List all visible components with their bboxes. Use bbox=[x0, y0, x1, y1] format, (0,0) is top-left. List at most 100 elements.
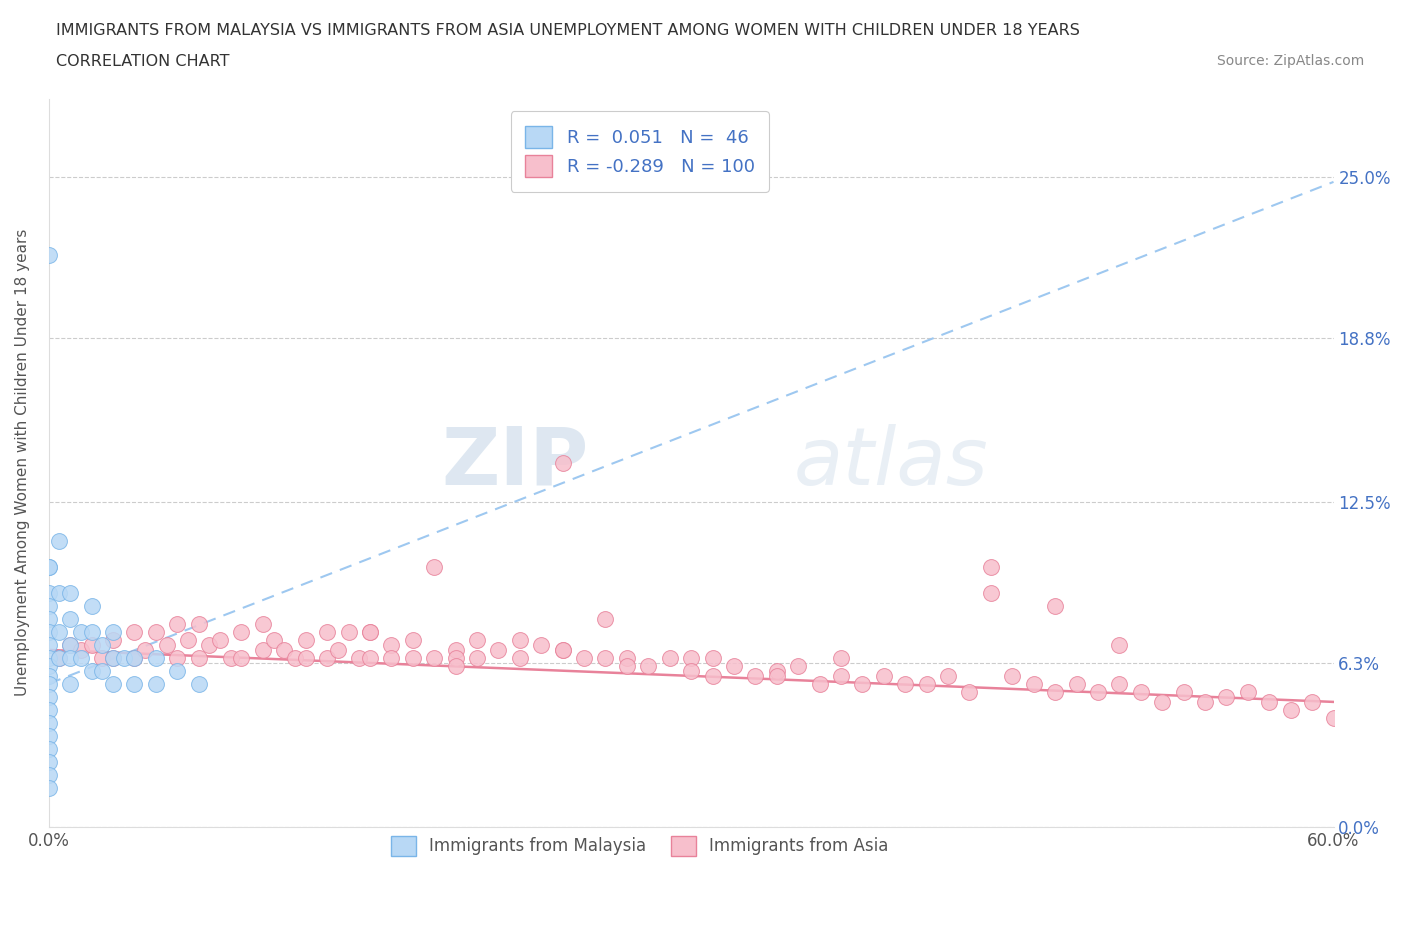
Point bbox=[80, 663, 103, 678]
Point bbox=[444, 658, 467, 673]
Point bbox=[70, 643, 93, 658]
Point bbox=[402, 650, 425, 665]
Point bbox=[1066, 676, 1088, 691]
Point bbox=[38, 728, 60, 743]
Point bbox=[38, 650, 60, 665]
Point bbox=[1087, 684, 1109, 699]
Point bbox=[551, 643, 574, 658]
Point bbox=[1152, 695, 1174, 710]
Point bbox=[38, 741, 60, 756]
Point bbox=[48, 585, 70, 600]
Point bbox=[59, 676, 82, 691]
Point bbox=[59, 585, 82, 600]
Point bbox=[209, 632, 232, 647]
Point bbox=[830, 669, 852, 684]
Point bbox=[80, 598, 103, 613]
Point bbox=[38, 658, 60, 673]
Point bbox=[980, 559, 1002, 574]
Point bbox=[38, 702, 60, 717]
Point bbox=[1173, 684, 1195, 699]
Point bbox=[595, 650, 617, 665]
Point bbox=[273, 643, 295, 658]
Point bbox=[38, 676, 60, 691]
Point bbox=[80, 637, 103, 652]
Point bbox=[402, 632, 425, 647]
Point bbox=[1108, 676, 1130, 691]
Point bbox=[1108, 637, 1130, 652]
Point bbox=[1022, 676, 1045, 691]
Point bbox=[359, 650, 381, 665]
Point bbox=[551, 456, 574, 471]
Point bbox=[423, 650, 446, 665]
Point bbox=[155, 637, 177, 652]
Point bbox=[263, 632, 285, 647]
Point bbox=[101, 676, 124, 691]
Point bbox=[187, 650, 209, 665]
Point bbox=[219, 650, 242, 665]
Point bbox=[134, 643, 156, 658]
Point bbox=[145, 650, 167, 665]
Point bbox=[349, 650, 371, 665]
Point bbox=[380, 637, 402, 652]
Point bbox=[873, 669, 896, 684]
Point bbox=[851, 676, 873, 691]
Point bbox=[38, 585, 60, 600]
Point bbox=[38, 767, 60, 782]
Point bbox=[124, 676, 146, 691]
Point bbox=[337, 624, 360, 639]
Point bbox=[702, 650, 724, 665]
Point bbox=[765, 663, 787, 678]
Point bbox=[91, 637, 114, 652]
Point bbox=[38, 689, 60, 704]
Point bbox=[486, 643, 509, 658]
Point bbox=[595, 611, 617, 626]
Point bbox=[59, 637, 82, 652]
Point bbox=[1043, 684, 1066, 699]
Point bbox=[509, 650, 531, 665]
Point bbox=[59, 637, 82, 652]
Point bbox=[1001, 669, 1024, 684]
Text: CORRELATION CHART: CORRELATION CHART bbox=[56, 54, 229, 69]
Point bbox=[145, 676, 167, 691]
Point bbox=[1322, 711, 1344, 725]
Point bbox=[359, 624, 381, 639]
Point bbox=[59, 650, 82, 665]
Point bbox=[198, 637, 221, 652]
Point bbox=[1194, 695, 1216, 710]
Point bbox=[124, 650, 146, 665]
Point bbox=[231, 624, 253, 639]
Point bbox=[658, 650, 681, 665]
Point bbox=[48, 650, 70, 665]
Point bbox=[145, 624, 167, 639]
Point bbox=[38, 754, 60, 769]
Point bbox=[936, 669, 959, 684]
Point bbox=[112, 650, 135, 665]
Point bbox=[38, 611, 60, 626]
Point bbox=[465, 650, 488, 665]
Point bbox=[294, 650, 316, 665]
Point bbox=[187, 676, 209, 691]
Point bbox=[124, 624, 146, 639]
Point bbox=[101, 650, 124, 665]
Point bbox=[1258, 695, 1281, 710]
Point bbox=[787, 658, 810, 673]
Point bbox=[70, 624, 93, 639]
Point bbox=[166, 663, 188, 678]
Point bbox=[80, 624, 103, 639]
Point bbox=[1279, 702, 1302, 717]
Point bbox=[530, 637, 553, 652]
Point bbox=[894, 676, 917, 691]
Point bbox=[808, 676, 831, 691]
Point bbox=[723, 658, 745, 673]
Point bbox=[830, 650, 852, 665]
Point bbox=[38, 598, 60, 613]
Point bbox=[38, 624, 60, 639]
Point bbox=[1129, 684, 1152, 699]
Y-axis label: Unemployment Among Women with Children Under 18 years: Unemployment Among Women with Children U… bbox=[15, 229, 30, 697]
Point bbox=[316, 624, 339, 639]
Text: atlas: atlas bbox=[794, 424, 988, 501]
Point bbox=[124, 650, 146, 665]
Point bbox=[1301, 695, 1323, 710]
Point bbox=[38, 715, 60, 730]
Point bbox=[252, 643, 274, 658]
